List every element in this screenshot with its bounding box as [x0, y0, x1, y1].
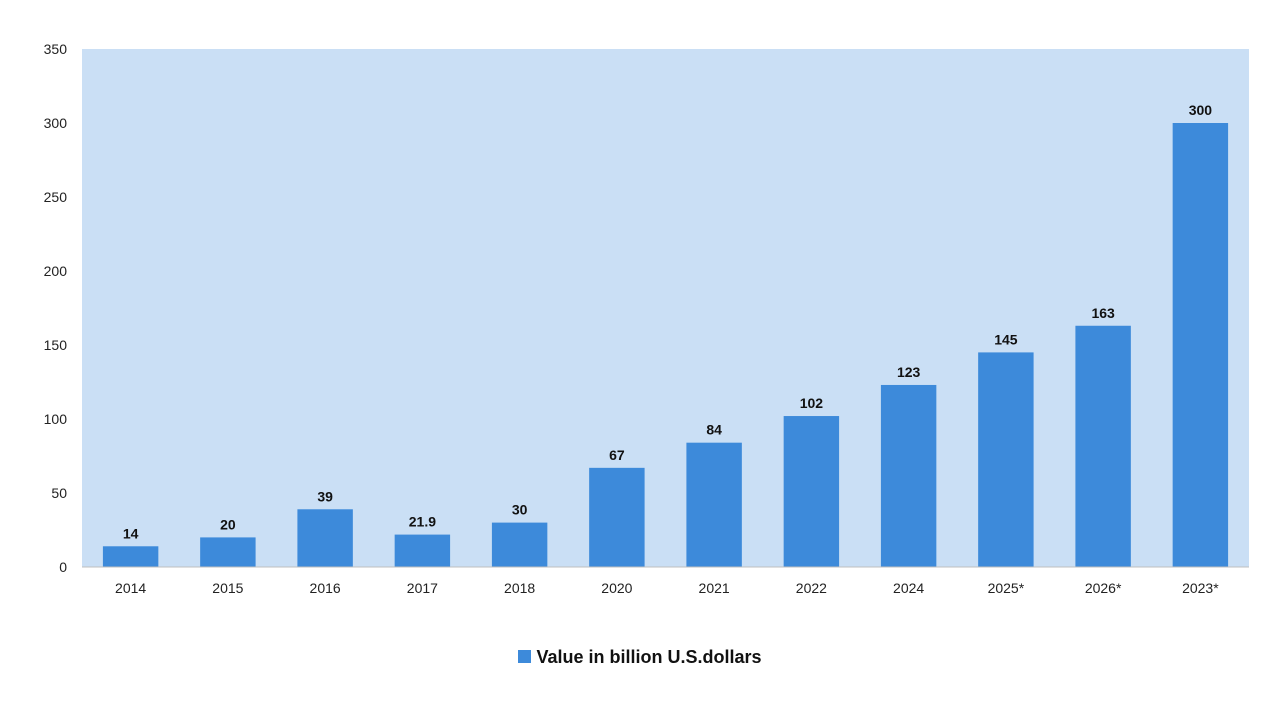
legend-swatch	[518, 649, 532, 663]
data-label: 163	[1091, 305, 1115, 321]
data-label: 123	[897, 364, 921, 380]
x-tick-label: 2014	[115, 580, 146, 596]
x-axis: 2014 2015 2016 2017 2018 2020 2021 2022 2024 2025…	[82, 566, 1249, 596]
x-tick-label: 2025*	[988, 580, 1025, 596]
x-tick-label: 2018	[504, 580, 535, 596]
y-tick-label: 50	[51, 485, 67, 501]
bar	[783, 416, 840, 567]
y-tick-label: 350	[44, 41, 68, 57]
y-tick-label: 250	[44, 189, 68, 205]
x-tick-label: 2024	[893, 580, 924, 596]
bar	[394, 534, 451, 567]
bar	[686, 442, 742, 567]
data-labels-group: 14 20 39 21.9 30 67 84 102 123 145 163 300	[123, 102, 1212, 541]
data-label: 300	[1189, 102, 1213, 118]
x-tick-label: 2022	[796, 580, 827, 596]
data-label: 21.9	[409, 514, 436, 530]
x-tick-label: 2021	[699, 580, 730, 596]
data-label: 67	[609, 447, 625, 463]
x-tick-label: 2017	[407, 580, 438, 596]
data-label: 102	[800, 395, 824, 411]
y-tick-label: 200	[44, 263, 68, 279]
data-label: 39	[317, 488, 333, 504]
x-tick-label: 2026*	[1085, 580, 1122, 596]
y-tick-label: 0	[59, 559, 67, 575]
y-axis: 0 50 100 150 200 250 300 350	[44, 41, 68, 575]
bar	[102, 546, 159, 567]
bar	[880, 384, 937, 567]
data-label: 145	[994, 331, 1018, 347]
plot-area-background	[82, 49, 1249, 567]
legend: Value in billion U.S.dollars	[0, 646, 1280, 668]
bar	[200, 537, 256, 567]
bar	[1172, 123, 1229, 567]
data-label: 30	[512, 502, 528, 518]
x-tick-label: 2020	[601, 580, 632, 596]
bar	[978, 352, 1034, 567]
data-label: 84	[706, 422, 722, 438]
x-tick-label: 2016	[310, 580, 341, 596]
bar	[1075, 325, 1131, 567]
legend-label: Value in billion U.S.dollars	[536, 646, 762, 667]
y-tick-label: 300	[44, 115, 68, 131]
y-tick-label: 150	[44, 337, 68, 353]
bar	[297, 509, 353, 567]
x-tick-label: 2015	[212, 580, 243, 596]
data-label: 20	[220, 516, 236, 532]
bar	[589, 467, 645, 567]
y-tick-label: 100	[44, 411, 68, 427]
bars-group	[102, 123, 1229, 567]
bar	[491, 522, 548, 567]
x-tick-label: 2023*	[1182, 580, 1219, 596]
data-label: 14	[123, 525, 139, 541]
